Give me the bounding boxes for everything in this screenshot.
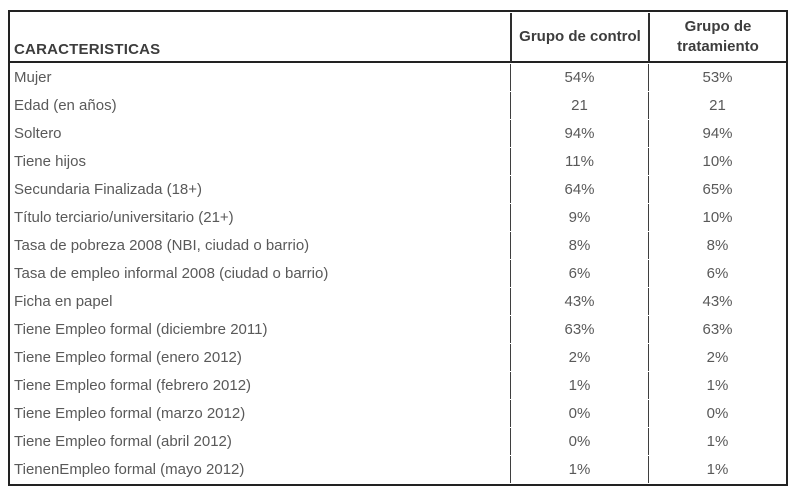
row-label: Soltero [10, 120, 510, 147]
row-value-control: 64% [510, 176, 648, 203]
table-row: Tasa de pobreza 2008 (NBI, ciudad o barr… [10, 232, 786, 259]
row-value-treatment: 10% [648, 204, 786, 231]
table-row: TienenEmpleo formal (mayo 2012) 1% 1% [10, 456, 786, 483]
table-row: Ficha en papel 43% 43% [10, 288, 786, 315]
row-label: Tiene Empleo formal (diciembre 2011) [10, 316, 510, 343]
characteristics-table-frame: CARACTERISTICAS Grupo de control Grupo d… [8, 10, 788, 486]
row-value-control: 94% [510, 120, 648, 147]
column-header-grupo-control: Grupo de control [510, 13, 648, 63]
characteristics-table: CARACTERISTICAS Grupo de control Grupo d… [10, 12, 786, 484]
row-value-treatment: 94% [648, 120, 786, 147]
table-row: Mujer 54% 53% [10, 64, 786, 91]
row-label: Mujer [10, 64, 510, 91]
row-value-control: 21 [510, 92, 648, 119]
table-row: Tiene hijos 11% 10% [10, 148, 786, 175]
table-header: CARACTERISTICAS Grupo de control Grupo d… [10, 13, 786, 63]
row-label: Tiene Empleo formal (abril 2012) [10, 428, 510, 455]
row-label: TienenEmpleo formal (mayo 2012) [10, 456, 510, 483]
row-value-control: 9% [510, 204, 648, 231]
row-value-control: 6% [510, 260, 648, 287]
row-label: Secundaria Finalizada (18+) [10, 176, 510, 203]
row-value-control: 2% [510, 344, 648, 371]
row-value-control: 8% [510, 232, 648, 259]
table-row: Secundaria Finalizada (18+) 64% 65% [10, 176, 786, 203]
row-value-treatment: 21 [648, 92, 786, 119]
row-label: Tasa de pobreza 2008 (NBI, ciudad o barr… [10, 232, 510, 259]
table-row: Soltero 94% 94% [10, 120, 786, 147]
row-value-treatment: 53% [648, 64, 786, 91]
row-value-treatment: 43% [648, 288, 786, 315]
table-row: Tasa de empleo informal 2008 (ciudad o b… [10, 260, 786, 287]
row-label: Título terciario/universitario (21+) [10, 204, 510, 231]
row-label: Tiene hijos [10, 148, 510, 175]
row-value-control: 1% [510, 456, 648, 483]
row-value-treatment: 10% [648, 148, 786, 175]
table-row: Título terciario/universitario (21+) 9% 10… [10, 204, 786, 231]
table-row: Tiene Empleo formal (enero 2012) 2% 2% [10, 344, 786, 371]
row-value-control: 0% [510, 400, 648, 427]
column-header-grupo-tratamiento: Grupo de tratamiento [648, 13, 786, 63]
header-row: CARACTERISTICAS Grupo de control Grupo d… [10, 13, 786, 63]
table-row: Edad (en años) 21 21 [10, 92, 786, 119]
row-value-control: 54% [510, 64, 648, 91]
row-value-treatment: 0% [648, 400, 786, 427]
row-value-treatment: 1% [648, 372, 786, 399]
table-row: Tiene Empleo formal (febrero 2012) 1% 1% [10, 372, 786, 399]
row-value-treatment: 6% [648, 260, 786, 287]
row-label: Edad (en años) [10, 92, 510, 119]
row-value-control: 63% [510, 316, 648, 343]
row-value-control: 0% [510, 428, 648, 455]
row-value-control: 11% [510, 148, 648, 175]
table-row: Tiene Empleo formal (diciembre 2011) 63% 6… [10, 316, 786, 343]
row-value-treatment: 1% [648, 428, 786, 455]
row-value-treatment: 1% [648, 456, 786, 483]
row-value-control: 43% [510, 288, 648, 315]
row-value-treatment: 65% [648, 176, 786, 203]
row-label: Tiene Empleo formal (enero 2012) [10, 344, 510, 371]
row-value-treatment: 63% [648, 316, 786, 343]
row-label: Tiene Empleo formal (marzo 2012) [10, 400, 510, 427]
table-body: Mujer 54% 53% Edad (en años) 21 21 Soltero 94% 9… [10, 64, 786, 483]
row-value-treatment: 2% [648, 344, 786, 371]
row-value-control: 1% [510, 372, 648, 399]
table-row: Tiene Empleo formal (abril 2012) 0% 1% [10, 428, 786, 455]
row-label: Tasa de empleo informal 2008 (ciudad o b… [10, 260, 510, 287]
row-label: Ficha en papel [10, 288, 510, 315]
row-value-treatment: 8% [648, 232, 786, 259]
row-label: Tiene Empleo formal (febrero 2012) [10, 372, 510, 399]
table-row: Tiene Empleo formal (marzo 2012) 0% 0% [10, 400, 786, 427]
column-header-caracteristicas: CARACTERISTICAS [10, 13, 510, 63]
